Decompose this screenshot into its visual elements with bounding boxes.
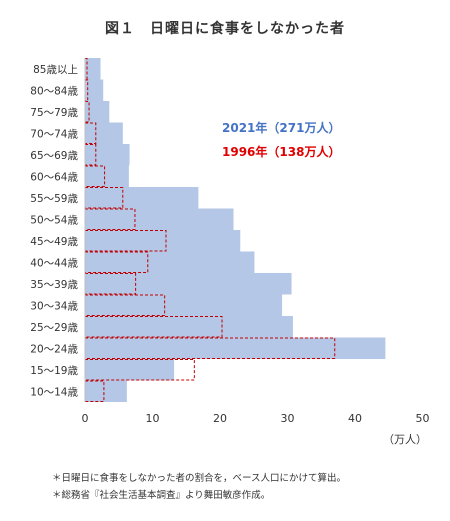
- chart-title: 図１ 日曜日に食事をしなかった者: [105, 21, 345, 37]
- bar-2021-13: [85, 101, 110, 123]
- bar-1996-3: [84, 316, 223, 338]
- legend-1996: 1996年（138万人）: [222, 144, 340, 159]
- y-tick-label: 10〜14歳: [30, 386, 78, 398]
- x-tick-label: 10: [146, 412, 160, 425]
- bar-2021-4: [85, 294, 283, 316]
- bar-2021-9: [85, 187, 199, 209]
- x-tick-label: 40: [348, 412, 362, 425]
- y-tick-label: 20〜24歳: [30, 343, 78, 355]
- bar-2021-1: [85, 359, 175, 381]
- y-tick-label: 80〜84歳: [30, 85, 78, 97]
- bar-2021-14: [85, 79, 104, 101]
- bar-2021-6: [85, 251, 255, 273]
- y-tick-label: 45〜49歳: [30, 236, 78, 248]
- y-tick-label: 55〜59歳: [30, 193, 78, 205]
- x-axis-labels: 0 10 20 30 40 50: [82, 412, 430, 425]
- footnote-method: ＊日曜日に食事をしなかった者の割合を，ベース人口にかけて算出。: [52, 473, 347, 484]
- y-tick-label: 70〜74歳: [30, 128, 78, 140]
- bar-2021-10: [85, 165, 129, 187]
- bar-2021-11: [85, 144, 130, 166]
- bar-2021-15: [85, 58, 101, 80]
- x-tick-label: 50: [416, 412, 430, 425]
- y-tick-label: 50〜54歳: [30, 214, 78, 226]
- x-axis-unit: （万人）: [383, 433, 427, 446]
- series-2021-bars: [85, 58, 386, 402]
- y-tick-label: 35〜39歳: [30, 279, 78, 291]
- x-tick-label: 30: [281, 412, 295, 425]
- y-tick-label: 40〜44歳: [30, 257, 78, 269]
- y-tick-label: 15〜19歳: [30, 365, 78, 377]
- y-tick-label: 85歳以上: [33, 64, 78, 76]
- y-axis-labels: 10〜14歳 15〜19歳 20〜24歳 25〜29歳 30〜34歳 35〜39歳 40〜4…: [30, 64, 78, 399]
- bar-2021-7: [85, 230, 241, 252]
- bar-1996-15: [84, 58, 88, 80]
- bar-2021-2: [85, 337, 386, 359]
- y-tick-label: 30〜34歳: [30, 300, 78, 312]
- x-tick-label: 0: [82, 412, 89, 425]
- x-tick-label: 20: [213, 412, 227, 425]
- legend-2021: 2021年（271万人）: [222, 120, 340, 135]
- y-tick-label: 65〜69歳: [30, 150, 78, 162]
- bar-2021-3: [85, 316, 293, 338]
- footnote-source: ＊総務省『社会生活基本調査』より舞田敏彦作成。: [52, 490, 271, 501]
- bar-2021-12: [85, 122, 123, 144]
- bar-2021-0: [85, 380, 127, 402]
- y-tick-label: 25〜29歳: [30, 322, 78, 334]
- y-tick-label: 60〜64歳: [30, 171, 78, 183]
- bar-2021-5: [85, 273, 292, 295]
- bar-1996-13: [84, 101, 90, 123]
- y-tick-label: 75〜79歳: [30, 107, 78, 119]
- bar-2021-8: [85, 208, 234, 230]
